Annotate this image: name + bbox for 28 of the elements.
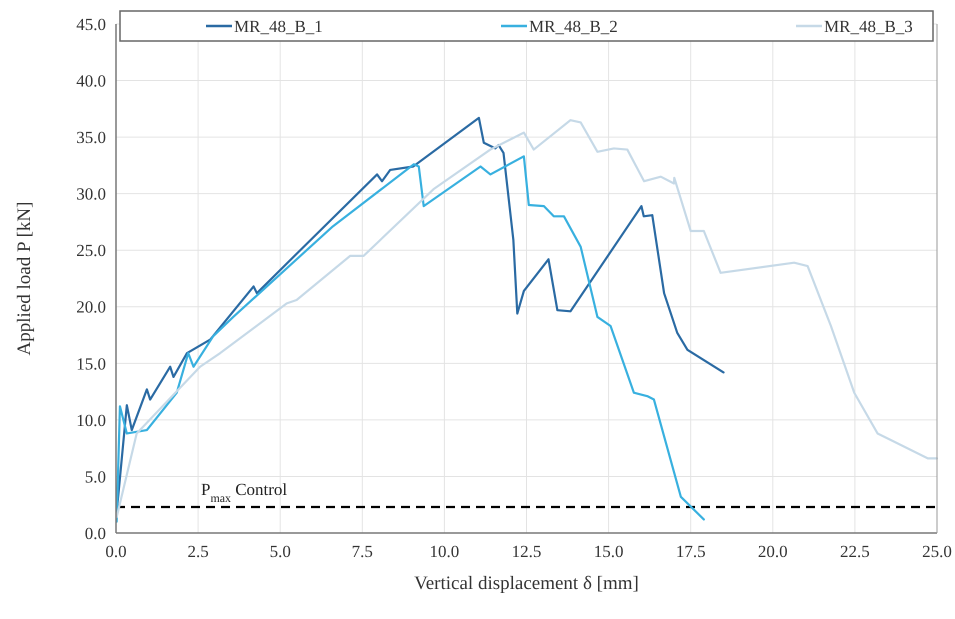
y-tick-label: 15.0 [76,354,106,374]
y-tick-label: 30.0 [76,184,106,204]
legend-label: MR_48_B_3 [824,17,913,36]
y-axis-title: Applied load P [kN] [14,202,35,356]
legend-label: MR_48_B_1 [234,17,323,36]
x-tick-label: 2.5 [187,542,209,561]
x-tick-label: 20.0 [758,542,788,561]
x-tick-label: 0.0 [105,542,127,561]
line-series [116,119,938,518]
ref-line-label: P$_{max}$ Control [201,480,288,505]
x-tick-label: 22.5 [840,542,870,561]
y-tick-label: 35.0 [76,128,106,148]
y-tick-label: 20.0 [76,298,106,317]
y-tick-label: 25.0 [76,241,106,260]
x-tick-label: 25.0 [922,542,952,561]
y-tick-label: 5.0 [84,467,106,486]
x-tick-label: 7.5 [352,542,373,561]
y-tick-label: 0.0 [84,524,106,543]
x-axis-title: Vertical displacement δ [mm] [414,573,639,594]
y-tick-label: 40.0 [76,72,106,91]
x-tick-label: 12.5 [512,542,542,561]
x-tick-label: 5.0 [270,542,291,561]
y-tick-label: 45.0 [76,14,106,34]
x-tick-label: 10.0 [430,542,460,561]
legend-label: MR_48_B_2 [529,17,618,36]
x-tick-label: 15.0 [594,542,624,561]
x-tick-label: 17.5 [676,542,706,561]
y-tick-label: 10.0 [76,410,106,430]
